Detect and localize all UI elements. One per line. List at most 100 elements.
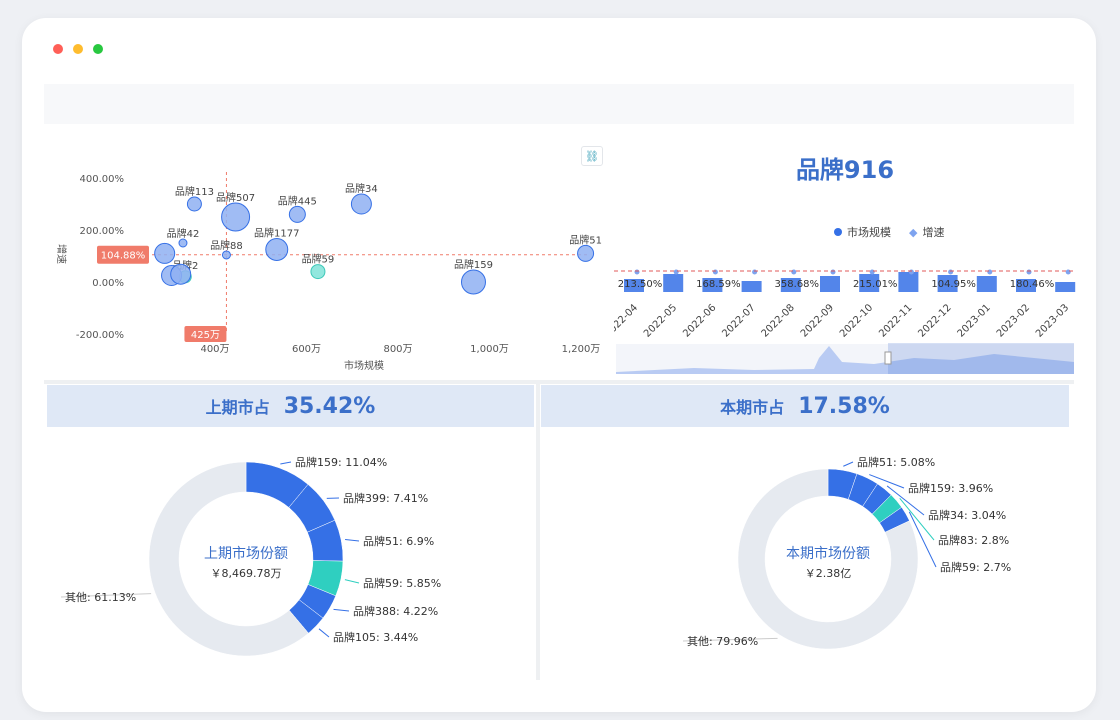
kpi-value: 17.58%: [798, 393, 890, 419]
growth-value-label: 358.68%: [775, 279, 820, 290]
growth-point: [673, 269, 679, 275]
x-axis-label: 市场规模: [344, 359, 384, 372]
x-tick-label: 1,200万: [562, 344, 601, 355]
label-leader: [869, 474, 905, 489]
bubble-label: 品牌507: [216, 191, 255, 204]
trend-chart: 2022-04 2022-05 2022-06 2022-07 2022-08 2022-…: [614, 269, 1076, 374]
month-tick-label: 2023-01: [956, 302, 993, 339]
bubble-label: 品牌445: [278, 194, 317, 207]
label-leader: [333, 608, 350, 612]
month-tick-label: 2023-03: [1034, 302, 1071, 339]
minimize-dot-icon[interactable]: [73, 44, 83, 54]
ref-x-label: 425万: [191, 330, 220, 341]
current-period-donut: 品牌51: 5.08% 品牌159: 3.96% 品牌34: 3.04% 品牌83: …: [682, 455, 1011, 650]
donut-slice: [148, 461, 309, 657]
trend-title: 品牌916: [795, 156, 895, 184]
growth-point: [1026, 269, 1032, 275]
center-title: 本期市场份额: [786, 545, 870, 562]
current-period-kpi: 本期市占 17.58%: [541, 385, 1069, 427]
bubble-chart: 400.00% 200.00% 0.00% -200.00% 400万 600万 800万 1…: [55, 172, 602, 372]
kpi-value: 35.42%: [283, 393, 376, 419]
right-donut-panel: 品牌51: 5.08% 品牌159: 3.96% 品牌34: 3.04% 品牌83: …: [541, 430, 1069, 680]
center-value: ￥8,469.78万: [211, 567, 282, 580]
y-axis-label: 增速: [55, 244, 68, 264]
y-tick-label: 400.00%: [80, 174, 125, 185]
ref-y-badge: [97, 245, 149, 264]
x-tick-label: 1,000万: [470, 344, 509, 355]
month-tick-label: 2022-11: [877, 302, 914, 339]
bubble-point: [577, 244, 595, 262]
trend-bar: [898, 272, 919, 292]
month-tick-label: 2022-12: [916, 302, 953, 339]
bubble-point: [178, 238, 188, 248]
slice-label: 品牌388: 4.22%: [353, 604, 438, 618]
donut-slice: [737, 468, 919, 650]
label-leader: [899, 497, 935, 541]
growth-point: [948, 269, 954, 275]
slice-label: 品牌159: 3.96%: [908, 481, 993, 495]
legend-growth[interactable]: ◆ 增速: [909, 226, 945, 239]
label-leader: [345, 538, 360, 542]
trend-bar: [1016, 279, 1036, 292]
y-tick-label: 200.00%: [80, 226, 125, 237]
growth-point: [908, 269, 914, 275]
bubble-label: 品牌113: [175, 185, 214, 198]
link-icon[interactable]: ⛓: [581, 146, 603, 166]
bubble-label: 品牌42: [167, 227, 200, 240]
slice-label: 品牌83: 2.8%: [938, 533, 1009, 547]
y-tick-label: -200.00%: [76, 330, 124, 341]
label-leader: [344, 579, 360, 584]
zoom-handle: [884, 351, 892, 365]
bubble-point: [186, 196, 202, 212]
growth-value-label: 168.59%: [696, 279, 741, 290]
ref-x-badge: [184, 326, 227, 342]
growth-value-label: 104.95%: [931, 279, 976, 290]
legend-growth-label: 增速: [922, 226, 945, 239]
bubble-point: [170, 263, 192, 285]
slice-label: 品牌159: 11.04%: [295, 455, 387, 469]
maximize-dot-icon[interactable]: [93, 44, 103, 54]
trend-bar: [702, 278, 723, 292]
trend-bar: [663, 274, 684, 292]
month-tick-label: 2022-04: [614, 302, 640, 339]
trend-bar: [937, 275, 958, 292]
center-value: ￥2.38亿: [805, 567, 852, 580]
bubble-point: [288, 205, 306, 223]
slice-label: 品牌399: 7.41%: [343, 491, 428, 505]
growth-point: [791, 269, 797, 275]
growth-value-label: 215.01%: [853, 279, 898, 290]
slice-label: 其他: 79.96%: [687, 635, 758, 648]
label-leader: [908, 511, 937, 568]
label-leader: [843, 461, 854, 467]
month-tick-label: 2022-07: [720, 302, 757, 339]
zoom-window: [888, 343, 1074, 374]
bubble-point: [310, 264, 326, 280]
center-title: 上期市场份额: [204, 545, 288, 562]
month-tick-label: 2022-10: [838, 302, 875, 339]
scatter-panel: 400.00% 200.00% 0.00% -200.00% 400万 600万 800万 1…: [44, 132, 609, 377]
month-tick-label: 2022-05: [642, 302, 679, 339]
bubble-label: 品牌51: [569, 233, 602, 246]
trend-panel: 品牌916 市场规模 ◆ 增速 2022-04 2022-05 2022-06 2022…: [614, 132, 1076, 377]
bubble-point: [221, 202, 251, 232]
bubble-point: [221, 250, 231, 260]
label-leader: [280, 461, 292, 465]
y-tick-label: 0.00%: [92, 278, 124, 289]
trend-bar: [859, 274, 880, 292]
x-tick-label: 400万: [200, 344, 229, 355]
slice-label: 其他: 61.13%: [65, 591, 136, 604]
trend-bar: [741, 281, 762, 292]
trend-bar: [1055, 282, 1076, 292]
label-leader: [682, 637, 778, 642]
bubble-label: 品牌88: [210, 239, 243, 252]
last-period-donut: 品牌159: 11.04% 品牌399: 7.41% 品牌51: 6.9% 品牌59:…: [60, 455, 441, 657]
month-tick-label: 2022-06: [681, 302, 718, 339]
close-dot-icon[interactable]: [53, 44, 63, 54]
bubble-label: 品牌1177: [254, 227, 299, 240]
growth-value-label: 180.46%: [1010, 279, 1055, 290]
label-leader: [318, 628, 330, 638]
left-donut-panel: 品牌159: 11.04% 品牌399: 7.41% 品牌51: 6.9% 品牌59:…: [47, 430, 534, 680]
zoom-preview-area: [616, 346, 1074, 374]
bubble-label: 品牌34: [345, 182, 378, 195]
legend-market-size[interactable]: 市场规模: [834, 224, 891, 240]
